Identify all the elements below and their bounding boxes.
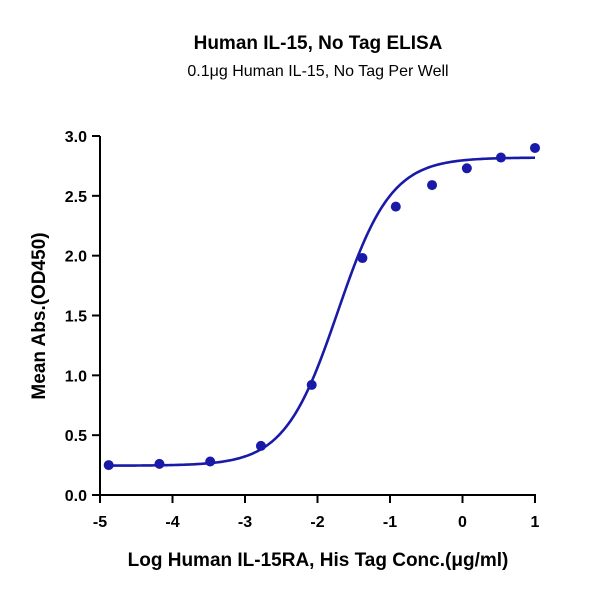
x-tick-label: 1	[531, 514, 540, 531]
x-tick-label: -4	[165, 514, 179, 531]
x-tick-label: -2	[310, 514, 324, 531]
x-axis-ticks: -5 -4 -3 -2 -1 0 1	[93, 495, 540, 531]
chart-subtitle: 0.1μg Human IL-15, No Tag Per Well	[187, 63, 448, 80]
data-point	[205, 456, 216, 467]
y-axis-ticks: 0.0 0.5 1.0 1.5 2.0 2.5 3.0	[65, 129, 100, 505]
data-point	[390, 201, 401, 212]
x-tick-label: -5	[93, 514, 107, 531]
data-point	[255, 440, 266, 451]
x-axis-label: Log Human IL-15RA, His Tag Conc.(μg/ml)	[128, 550, 509, 571]
data-point	[427, 180, 438, 191]
y-tick-label: 0.0	[65, 488, 87, 505]
chart-title: Human IL-15, No Tag ELISA	[194, 33, 443, 54]
y-tick-label: 2.0	[65, 249, 87, 266]
x-tick-label: 0	[458, 514, 467, 531]
y-tick-label: 0.5	[65, 428, 87, 445]
x-tick-label: -3	[238, 514, 252, 531]
y-tick-label: 1.0	[65, 368, 87, 385]
y-tick-label: 1.5	[65, 309, 87, 326]
data-point	[461, 163, 472, 174]
data-point	[357, 253, 368, 264]
y-axis-label: Mean Abs.(OD450)	[29, 232, 50, 399]
fit-curve	[108, 156, 536, 467]
data-point	[103, 460, 114, 471]
y-tick-label: 3.0	[65, 129, 87, 146]
x-tick-label: -1	[383, 514, 397, 531]
data-point	[530, 142, 540, 153]
data-point	[495, 152, 506, 163]
plot-area	[103, 142, 540, 471]
data-point	[306, 379, 317, 390]
data-point	[154, 458, 165, 469]
y-tick-label: 2.5	[65, 189, 87, 206]
